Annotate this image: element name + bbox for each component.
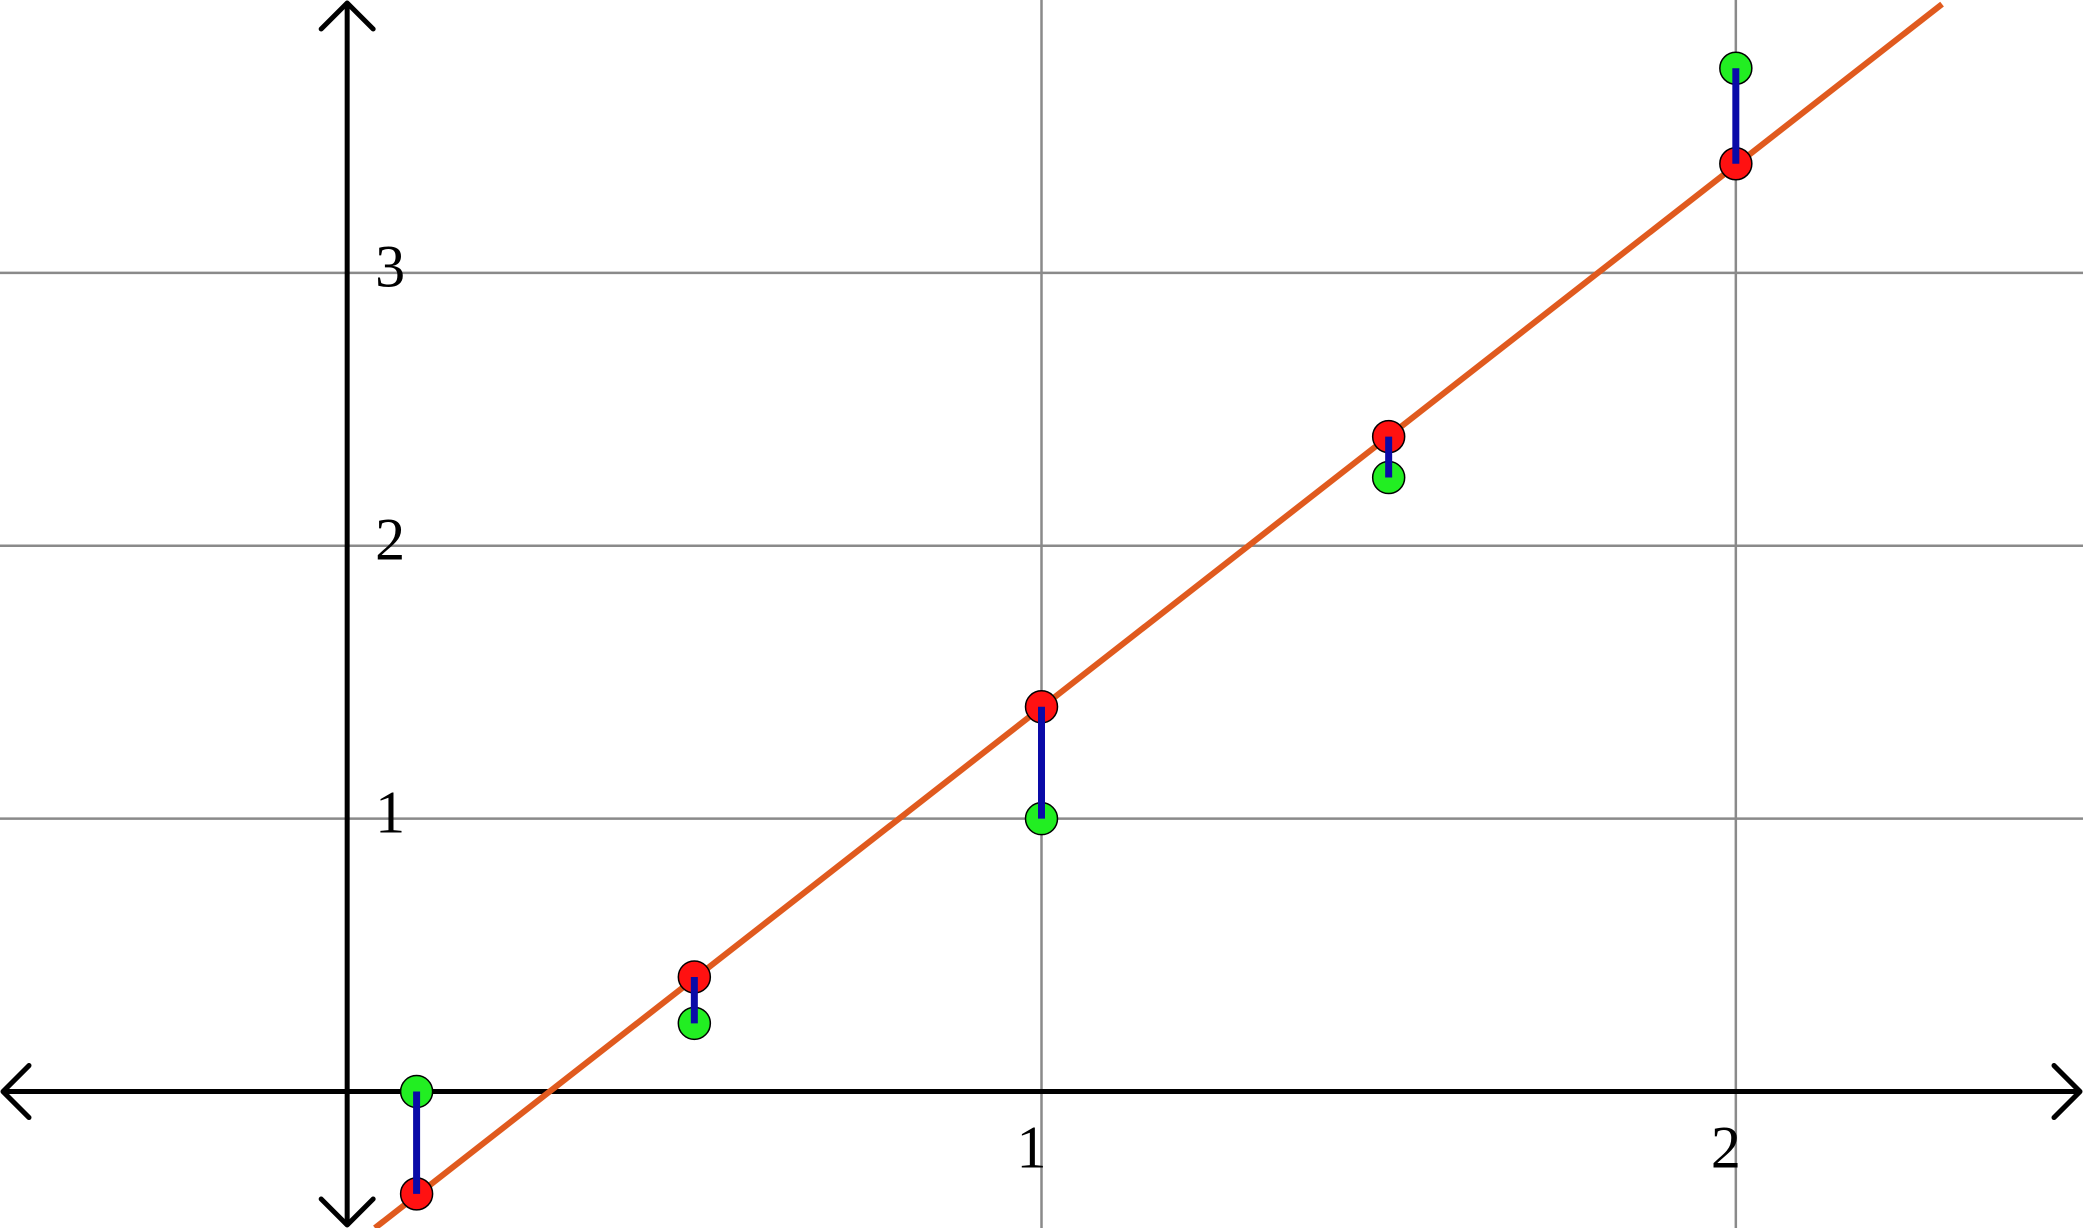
axis-arrow: [318, 1196, 376, 1228]
axis-arrow: [318, 0, 376, 32]
axis-arrow: [2051, 1063, 2083, 1121]
y-tick-label: 1: [375, 779, 405, 845]
x-tick-label: 1: [1017, 1114, 1047, 1180]
fit-line: [373, 1, 1944, 1228]
y-tick-label: 3: [375, 234, 405, 300]
x-tick-label: 2: [1711, 1114, 1741, 1180]
axis-arrow: [0, 1063, 32, 1121]
y-tick-label: 2: [375, 507, 405, 573]
